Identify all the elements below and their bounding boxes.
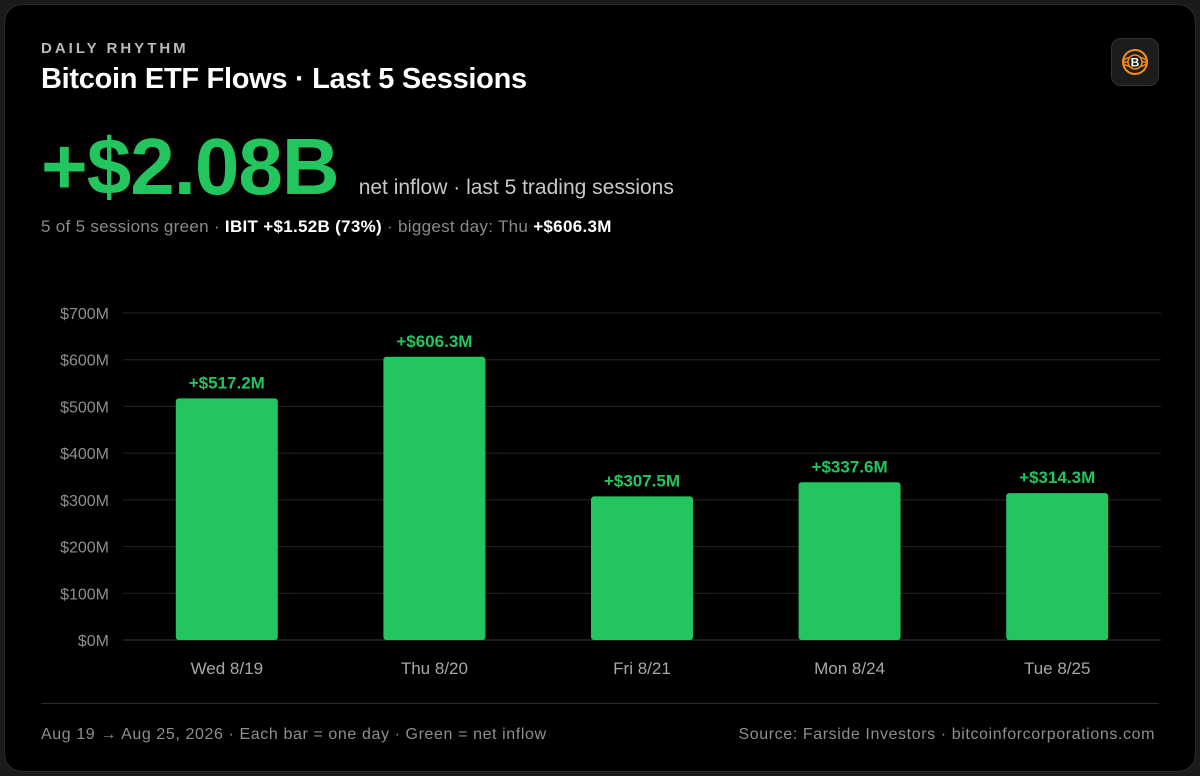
y-tick-label: $300M: [60, 493, 109, 510]
separator: ·: [208, 217, 225, 236]
summary-line: 5 of 5 sessions green · IBIT +$1.52B (73…: [41, 217, 612, 237]
y-tick-label: $600M: [60, 353, 109, 370]
footer-note: Aug 19 → Aug 25, 2026 · Each bar = one d…: [41, 726, 547, 743]
bar: [591, 496, 693, 640]
bitcoin-globe-icon: B: [1122, 49, 1148, 75]
data-label: +$517.2M: [189, 373, 265, 392]
net-flow-caption: net inflow · last 5 trading sessions: [358, 176, 674, 199]
chart-card: DAILY RHYTHM Bitcoin ETF Flows · Last 5 …: [4, 4, 1196, 772]
y-tick-label: $400M: [60, 446, 109, 463]
y-tick-label: $500M: [60, 399, 109, 416]
data-label: +$606.3M: [396, 332, 472, 351]
x-tick-label: Tue 8/25: [1024, 659, 1090, 678]
ibit-share-text: IBIT +$1.52B (73%): [224, 217, 382, 236]
biggest-day-value: +$606.3M: [533, 217, 612, 236]
x-tick-label: Fri 8/21: [613, 659, 671, 678]
x-tick-label: Wed 8/19: [191, 659, 263, 678]
data-label: +$337.6M: [812, 457, 888, 476]
eyebrow-label: DAILY RHYTHM: [41, 40, 189, 57]
data-label: +$314.3M: [1019, 468, 1095, 487]
bar: [383, 356, 486, 640]
bar: [175, 398, 278, 640]
bar-chart: $0M $100M $200M $300M $400M $500M $600M $700M +$…: [60, 306, 1161, 678]
headline: +$2.08B net inflow · last 5 trading sess…: [41, 127, 674, 207]
bitcoin-globe-logo-icon: B: [1111, 38, 1159, 86]
footer-divider: [41, 703, 1159, 704]
sessions-green-text: 5 of 5 sessions green: [41, 217, 209, 236]
biggest-day-label: biggest day: Thu: [397, 217, 534, 236]
svg-text:B: B: [1131, 56, 1140, 70]
y-tick-label: $0M: [78, 633, 109, 650]
bar: [1006, 493, 1109, 640]
page-title: Bitcoin ETF Flows · Last 5 Sessions: [41, 63, 527, 95]
bar: [798, 482, 901, 640]
x-tick-label: Mon 8/24: [814, 659, 885, 678]
separator: ·: [381, 217, 398, 236]
y-tick-label: $200M: [60, 540, 109, 557]
footer-source: Source: Farside Investors · bitcoinforco…: [738, 726, 1155, 743]
y-tick-label: $700M: [60, 306, 109, 323]
y-tick-label: $100M: [60, 586, 109, 603]
net-flow-total: +$2.08B: [41, 122, 340, 211]
data-label: +$307.5M: [604, 471, 680, 490]
x-tick-label: Thu 8/20: [401, 659, 468, 678]
